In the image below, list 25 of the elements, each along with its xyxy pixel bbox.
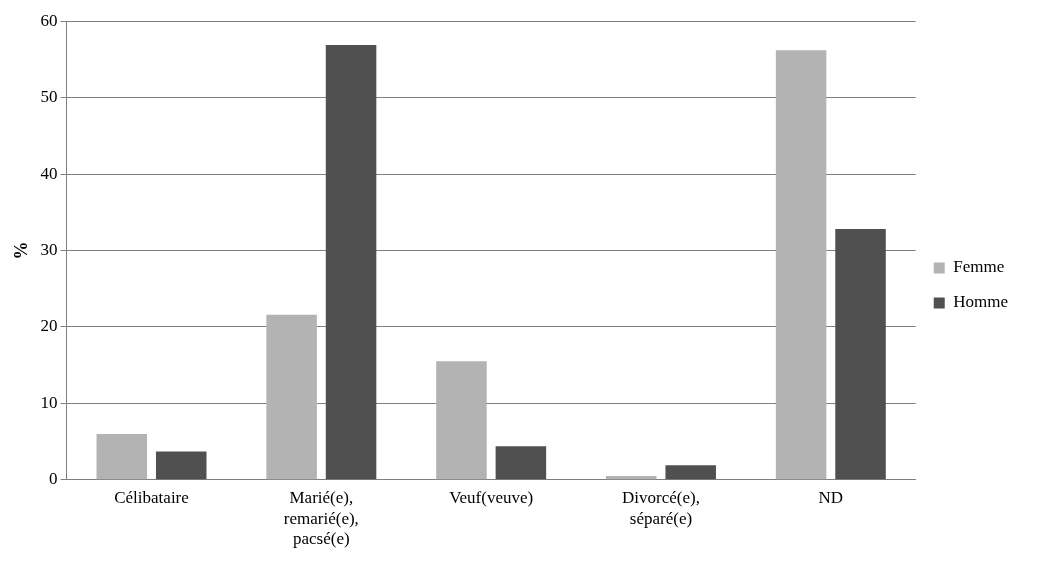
legend-label: Femme <box>953 257 1005 277</box>
bar <box>495 446 547 480</box>
y-tick-label: 30 <box>40 239 58 259</box>
bar <box>835 229 886 480</box>
bar <box>266 314 317 480</box>
x-tick-label: ND <box>818 488 844 508</box>
x-tick-label: Marié(e), remarié(e), pacsé(e) <box>283 488 359 549</box>
x-tick-label: Divorcé(e), séparé(e) <box>622 488 700 528</box>
x-tick-label: Veuf(veuve) <box>449 488 534 508</box>
bar <box>665 465 716 480</box>
y-tick-label: 0 <box>49 469 58 489</box>
y-axis-title: % <box>11 241 32 260</box>
y-tick-label: 20 <box>40 316 58 336</box>
y-tick-label: 50 <box>40 87 58 107</box>
bar <box>606 475 657 480</box>
bar <box>155 451 207 480</box>
bar <box>325 44 377 480</box>
bar <box>775 50 827 480</box>
y-tick-label: 40 <box>40 163 58 183</box>
legend-label: Homme <box>953 292 1009 312</box>
x-tick-label: Célibataire <box>114 488 189 508</box>
y-tick-label: 10 <box>40 392 58 412</box>
bar <box>436 361 487 480</box>
bar <box>96 433 148 480</box>
y-tick-label: 60 <box>40 10 58 30</box>
